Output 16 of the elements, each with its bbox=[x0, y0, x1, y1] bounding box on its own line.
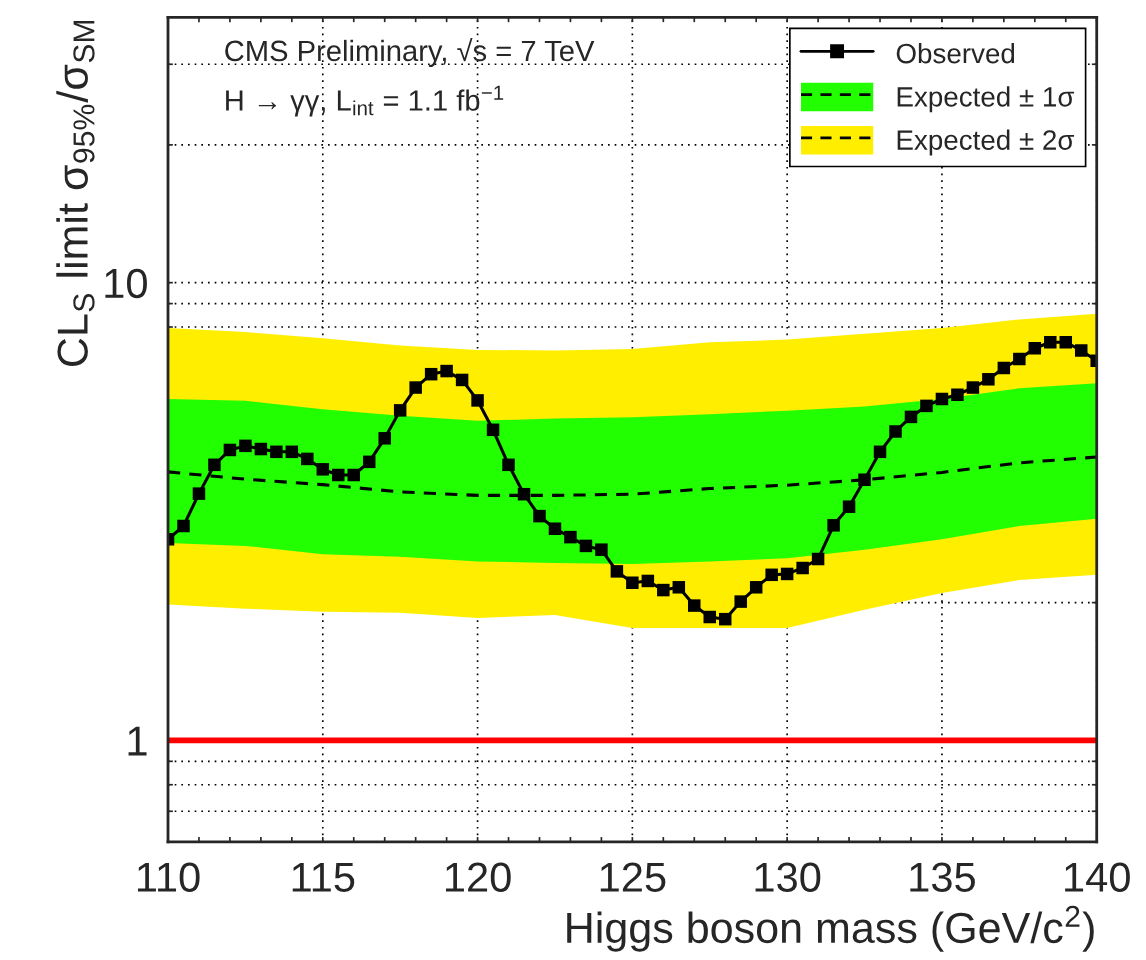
y-tick-label: 1 bbox=[128, 726, 147, 756]
x-tick-label: 140 bbox=[1065, 862, 1130, 892]
legend-label: Observed bbox=[896, 42, 1015, 64]
annotation: H → γγ, L$_{int}$ = 1.1 fb$^{−1}$ bbox=[226, 85, 504, 117]
x-tick-label: 135 bbox=[910, 862, 975, 892]
annotation: CMS Preliminary, √s = 7 TeV bbox=[225, 37, 595, 68]
x-axis-title: Higgs boson mass (GeV/c$^{2}$) bbox=[567, 905, 1094, 952]
x-tick-label: 130 bbox=[755, 862, 821, 892]
x-tick-label: 120 bbox=[446, 862, 511, 892]
legend-label: Expected ± 2σ bbox=[897, 129, 1075, 156]
y-axis-title: CL$_{S}$ limit σ$_{95%}$/σ$_{SM}$ bbox=[56, 20, 95, 366]
x-tick-label: 110 bbox=[137, 862, 200, 892]
x-tick-label: 115 bbox=[292, 862, 355, 892]
legend-label: Expected ± 1σ bbox=[897, 86, 1075, 113]
x-tick-label: 125 bbox=[600, 862, 666, 892]
y-tick-label: 10 bbox=[105, 268, 147, 299]
